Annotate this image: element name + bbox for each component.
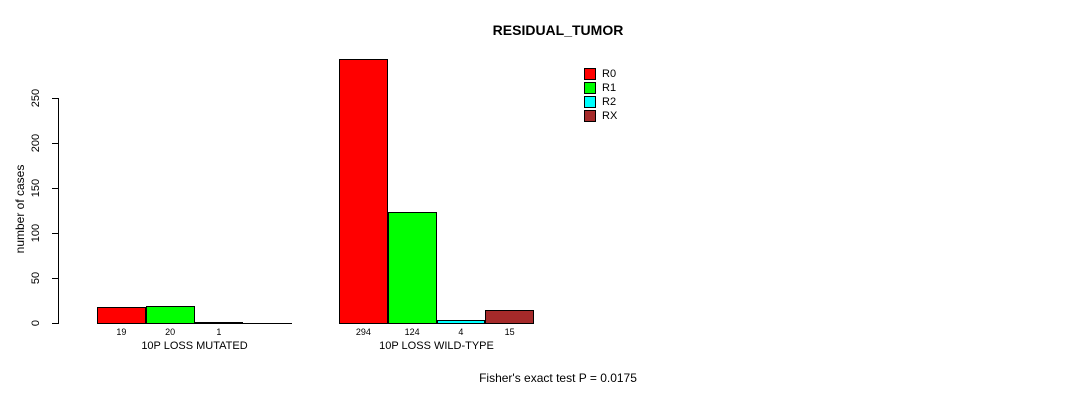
legend-swatch bbox=[584, 110, 596, 122]
bar-r1 bbox=[387, 212, 437, 324]
bar-value-label: 20 bbox=[165, 327, 176, 337]
y-tick-label: 150 bbox=[30, 178, 42, 198]
y-tick-label: 200 bbox=[30, 133, 42, 153]
y-tick bbox=[52, 233, 58, 234]
legend-item-r0: R0 bbox=[584, 67, 617, 81]
legend-label: R1 bbox=[602, 82, 617, 94]
legend-swatch bbox=[584, 82, 596, 94]
y-tick bbox=[52, 278, 58, 279]
bar-value-label: 294 bbox=[355, 327, 371, 337]
y-tick-label: 250 bbox=[30, 88, 42, 108]
y-tick bbox=[52, 98, 58, 99]
bar-rx bbox=[485, 310, 534, 324]
legend: R0 R1 R2 RX bbox=[584, 67, 617, 123]
bar-value-label: 19 bbox=[116, 327, 127, 337]
y-tick-label: 100 bbox=[30, 223, 42, 243]
legend-item-r1: R1 bbox=[584, 81, 617, 95]
y-tick bbox=[52, 323, 58, 324]
bar-value-label: 15 bbox=[504, 327, 515, 337]
chart-title: RESIDUAL_TUMOR bbox=[492, 22, 624, 38]
bar-r2 bbox=[194, 322, 244, 324]
bar-r0 bbox=[97, 307, 146, 324]
y-axis-title: number of cases bbox=[13, 164, 27, 254]
y-tick bbox=[52, 188, 58, 189]
fisher-test-annotation: Fisher's exact test P = 0.0175 bbox=[479, 371, 637, 385]
bar-value-label: 1 bbox=[216, 327, 222, 337]
y-tick-label: 50 bbox=[30, 271, 42, 285]
legend-label: RX bbox=[602, 110, 618, 122]
x-group-label: 10P LOSS MUTATED bbox=[141, 340, 248, 352]
bar-r1 bbox=[145, 306, 195, 324]
legend-label: R2 bbox=[602, 96, 617, 108]
legend-item-rx: RX bbox=[584, 109, 617, 123]
bar-value-label: 124 bbox=[404, 327, 420, 337]
x-group-label: 10P LOSS WILD-TYPE bbox=[379, 340, 494, 352]
legend-label: R0 bbox=[602, 68, 617, 80]
y-tick bbox=[52, 143, 58, 144]
legend-swatch bbox=[584, 96, 596, 108]
bar-r0 bbox=[339, 59, 388, 324]
y-axis-line bbox=[58, 98, 59, 324]
bar-value-label: 4 bbox=[458, 327, 464, 337]
legend-swatch bbox=[584, 68, 596, 80]
y-tick-label: 0 bbox=[30, 319, 42, 327]
bar-r2 bbox=[436, 320, 486, 324]
legend-item-r2: R2 bbox=[584, 95, 617, 109]
